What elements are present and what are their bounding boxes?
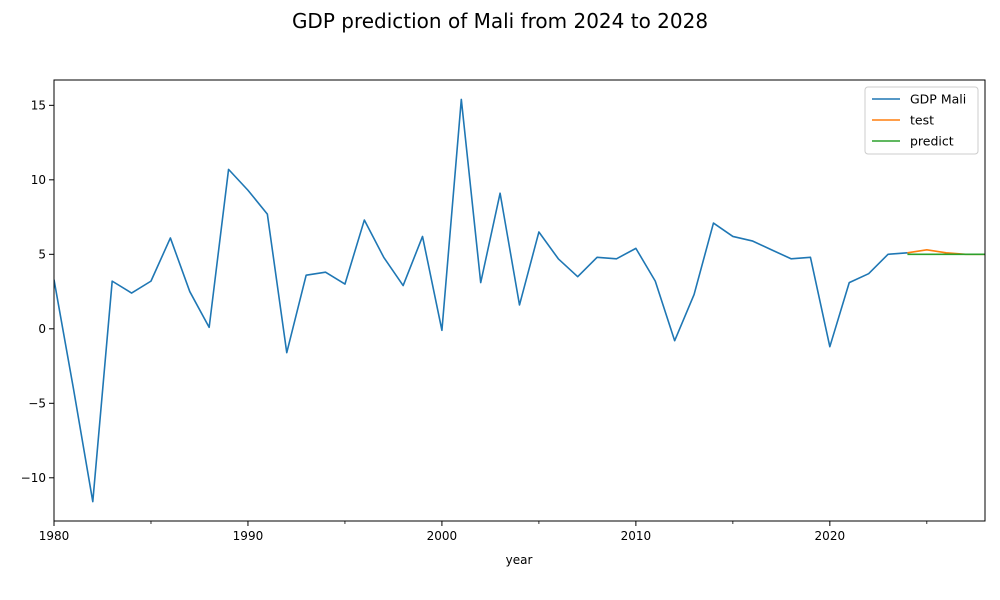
series-line-gdp-mali — [54, 98, 908, 503]
legend-label: test — [910, 113, 934, 128]
x-axis-label: year — [506, 553, 533, 567]
legend-label: predict — [910, 134, 954, 149]
x-axis: 1980 1990 2000 2010 2020 — [39, 521, 928, 543]
legend-label: GDP Mali — [910, 92, 966, 107]
plot-area — [54, 98, 985, 503]
y-tick-label: 10 — [31, 173, 46, 187]
y-tick-label: 5 — [38, 247, 46, 261]
x-tick-label: 2000 — [427, 529, 458, 543]
legend: GDP Mali test predict — [864, 86, 979, 155]
plot-frame — [53, 79, 986, 522]
y-tick-label: 0 — [38, 322, 46, 336]
x-tick-label: 1980 — [39, 529, 70, 543]
x-tick-label: 2010 — [621, 529, 652, 543]
x-tick-label: 1990 — [233, 529, 264, 543]
x-tick-label: 2020 — [815, 529, 846, 543]
y-tick-label: −5 — [28, 396, 46, 410]
y-tick-label: −10 — [21, 471, 46, 485]
y-tick-label: 15 — [31, 98, 46, 112]
y-axis: −10 −5 0 5 10 15 — [21, 98, 54, 485]
legend-box — [864, 86, 979, 155]
chart-title: GDP prediction of Mali from 2024 to 2028 — [292, 9, 708, 33]
